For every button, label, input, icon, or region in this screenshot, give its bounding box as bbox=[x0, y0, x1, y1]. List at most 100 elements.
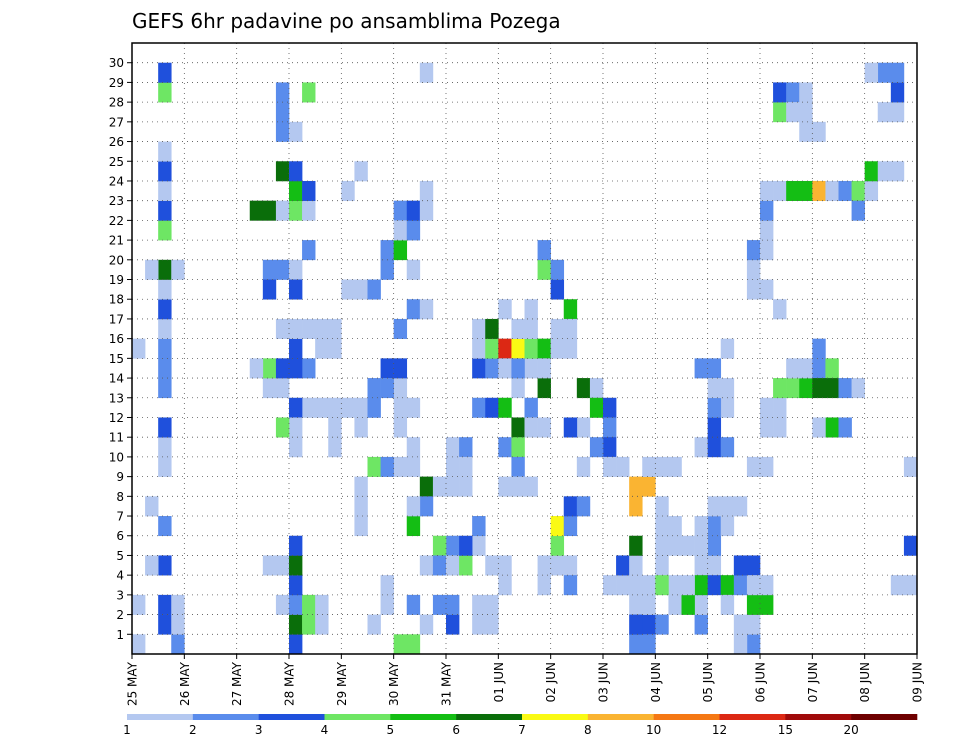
heatmap-cell bbox=[158, 516, 172, 537]
y-axis-ticks: 1234567891011121314151617181920212223242… bbox=[109, 56, 132, 642]
heatmap-cell bbox=[694, 575, 708, 596]
heatmap-cell bbox=[838, 180, 852, 201]
heatmap-cell bbox=[446, 594, 460, 615]
heatmap-cell bbox=[537, 555, 551, 576]
heatmap-cell bbox=[459, 555, 473, 576]
heatmap-cell bbox=[890, 575, 905, 596]
heatmap-cell bbox=[419, 496, 434, 517]
heatmap-cell bbox=[380, 240, 394, 261]
heatmap-cell bbox=[903, 456, 918, 477]
heatmap-cell bbox=[446, 476, 460, 497]
heatmap-cell bbox=[406, 594, 421, 615]
heatmap-cell bbox=[406, 259, 421, 280]
heatmap-cell bbox=[419, 476, 434, 497]
chart-title: GEFS 6hr padavine po ansamblima Pozega bbox=[132, 9, 561, 33]
heatmap-cell bbox=[851, 180, 865, 201]
heatmap-cell bbox=[249, 358, 264, 379]
y-tick-label: 8 bbox=[116, 490, 124, 504]
heatmap-cell bbox=[419, 62, 434, 83]
color-scale-swatch bbox=[258, 714, 325, 720]
color-scale-swatch bbox=[456, 714, 523, 720]
heatmap-cell bbox=[498, 299, 512, 320]
heatmap-cell bbox=[289, 594, 303, 615]
heatmap-cell bbox=[354, 476, 368, 497]
heatmap-cell bbox=[563, 338, 578, 359]
heatmap-cell bbox=[799, 358, 813, 379]
heatmap-cell bbox=[302, 614, 316, 635]
heatmap-cell bbox=[419, 299, 434, 320]
heatmap-cell bbox=[275, 200, 290, 221]
heatmap-cell bbox=[707, 358, 722, 379]
heatmap-cell bbox=[393, 318, 408, 339]
heatmap-cell bbox=[145, 496, 159, 517]
heatmap-cell bbox=[158, 82, 172, 103]
y-tick-label: 21 bbox=[109, 234, 124, 248]
heatmap-cell bbox=[655, 496, 669, 517]
heatmap-cell bbox=[315, 338, 329, 359]
heatmap-cell bbox=[511, 338, 525, 359]
y-tick-label: 22 bbox=[109, 214, 124, 228]
heatmap-cell bbox=[380, 575, 394, 596]
y-tick-label: 1 bbox=[116, 628, 124, 642]
heatmap-cell bbox=[289, 200, 303, 221]
heatmap-cell bbox=[485, 555, 499, 576]
plot-frame bbox=[131, 42, 918, 655]
heatmap-cell bbox=[642, 456, 656, 477]
heatmap-cell bbox=[655, 535, 669, 556]
heatmap-cell bbox=[289, 318, 303, 339]
heatmap-cell bbox=[289, 161, 303, 182]
heatmap-cell bbox=[341, 279, 355, 300]
y-tick-label: 7 bbox=[116, 510, 124, 524]
heatmap-cell bbox=[629, 535, 643, 556]
heatmap-cell bbox=[171, 614, 185, 635]
heatmap-cell bbox=[563, 318, 578, 339]
color-scale-label: 5 bbox=[387, 723, 395, 737]
heatmap-cell bbox=[524, 476, 538, 497]
heatmap-cell bbox=[746, 594, 761, 615]
heatmap-cell bbox=[733, 575, 748, 596]
heatmap-cell bbox=[275, 318, 290, 339]
y-tick-label: 10 bbox=[109, 450, 124, 464]
heatmap-cell bbox=[432, 555, 447, 576]
heatmap-cell bbox=[249, 200, 264, 221]
x-tick-label: 08 JUN bbox=[858, 662, 872, 702]
heatmap-cell bbox=[746, 240, 761, 261]
y-tick-label: 20 bbox=[109, 253, 124, 267]
heatmap-cell bbox=[393, 397, 408, 418]
heatmap-cell bbox=[746, 575, 761, 596]
heatmap-cell bbox=[603, 437, 617, 458]
heatmap-cell bbox=[419, 614, 434, 635]
heatmap-cell bbox=[472, 338, 486, 359]
heatmap-cell bbox=[799, 180, 813, 201]
y-tick-label: 5 bbox=[116, 549, 124, 563]
color-scale-swatch bbox=[653, 714, 720, 720]
y-tick-label: 18 bbox=[109, 293, 124, 307]
heatmap-cell bbox=[485, 338, 499, 359]
heatmap-cell bbox=[262, 279, 277, 300]
heatmap-cell bbox=[275, 82, 290, 103]
heatmap-cell bbox=[537, 417, 551, 438]
heatmap-cell bbox=[681, 535, 695, 556]
heatmap-cell bbox=[707, 378, 722, 399]
heatmap-cell bbox=[707, 437, 722, 458]
heatmap-cell bbox=[537, 378, 551, 399]
heatmap-cell bbox=[707, 516, 722, 537]
heatmap-cell bbox=[459, 535, 473, 556]
heatmap-cell bbox=[760, 594, 774, 615]
heatmap-cell bbox=[315, 594, 329, 615]
heatmap-cell bbox=[851, 378, 865, 399]
y-tick-label: 29 bbox=[109, 76, 124, 90]
heatmap-cell bbox=[171, 594, 185, 615]
heatmap-cell bbox=[289, 121, 303, 142]
heatmap-cell bbox=[485, 358, 499, 379]
heatmap-cell bbox=[603, 456, 617, 477]
heatmap-cell bbox=[799, 102, 813, 123]
heatmap-cell bbox=[563, 496, 578, 517]
heatmap-cell bbox=[877, 62, 892, 83]
color-scale-label: 15 bbox=[778, 723, 793, 737]
heatmap-cell bbox=[472, 397, 486, 418]
y-tick-label: 12 bbox=[109, 411, 124, 425]
x-tick-label: 25 MAY bbox=[126, 661, 140, 706]
heatmap-cell bbox=[132, 594, 146, 615]
heatmap-cell bbox=[158, 259, 172, 280]
